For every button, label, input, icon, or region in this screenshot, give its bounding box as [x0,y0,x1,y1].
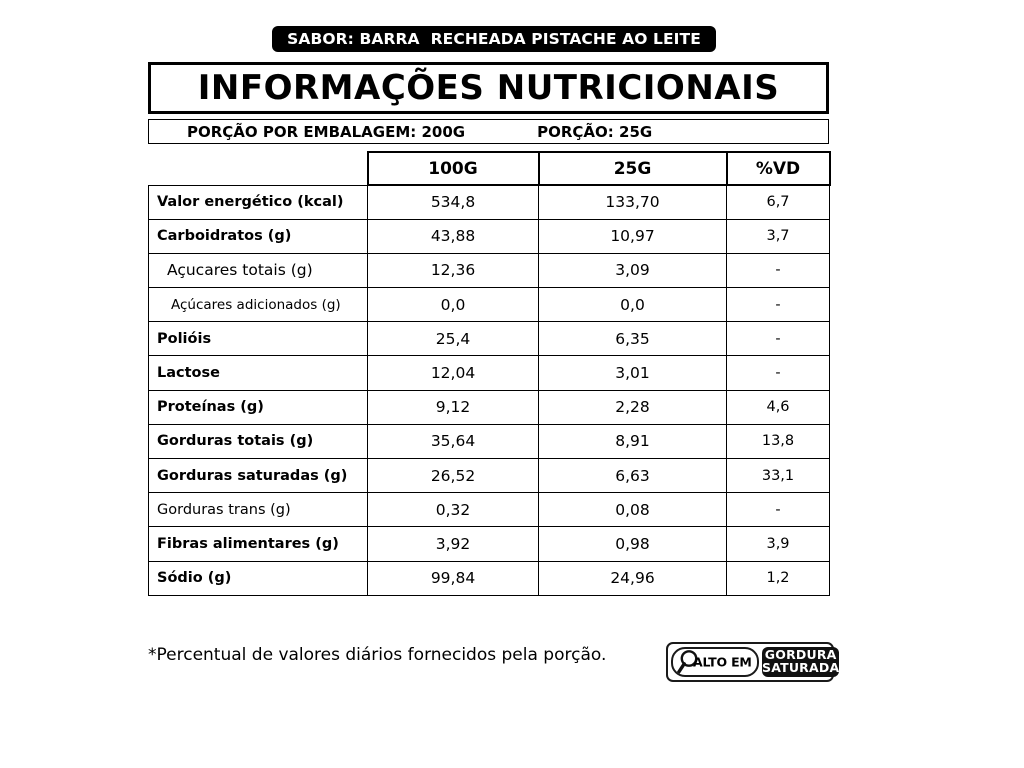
row-value-25g: 10,97 [538,218,727,254]
row-label: Gorduras totais (g) [148,423,368,460]
warning-seal-line1: GORDURA [764,647,837,663]
portion-serving: PORÇÃO: 25G [537,122,653,141]
nutrition-panel: INFORMAÇÕES NUTRICIONAIS PORÇÃO POR EMBA… [148,62,831,596]
row-value-100g: 25,4 [367,321,539,357]
row-value-vd: - [726,355,830,391]
row-value-vd: - [726,321,830,357]
row-value-100g: 0,0 [367,287,539,323]
row-label: Fibras alimentares (g) [148,526,368,562]
row-value-100g: 12,36 [367,252,539,289]
row-value-vd: - [726,492,830,528]
row-value-25g: 6,63 [538,457,727,494]
row-value-100g: 12,04 [367,355,539,391]
row-label: Açúcares adicionados (g) [148,287,368,323]
table-row: Lactose 12,04 3,01- [148,355,830,391]
warning-seal-prefix: ALTO EM [693,654,752,670]
table-row: Polióis 25,4 6,35- [148,321,830,357]
column-header-vd: %VD [725,151,831,186]
row-value-25g: 8,91 [538,423,727,460]
nutrition-table-body: Valor energético (kcal) 534,8 133,70 6,7 Car… [148,184,830,596]
table-row: Fibras alimentares (g) 3,92 0,98 3,9 [148,526,830,562]
row-value-100g: 0,32 [367,492,539,528]
row-value-25g: 0,98 [538,526,727,562]
row-value-25g: 0,08 [538,492,727,528]
warning-seal-prefix-box: ALTO EM [671,647,759,677]
table-row: Sódio (g) 99,84 24,96 1,2 [148,560,830,596]
row-value-25g: 24,96 [538,560,727,596]
flavor-banner: SABOR: BARRA RECHEADA PISTACHE AO LEITE [272,26,716,52]
footnote-text: *Percentual de valores diários fornecido… [148,645,607,665]
magnifier-icon [676,649,700,675]
row-value-100g: 26,52 [367,457,539,494]
row-value-vd: - [726,287,830,323]
row-value-25g: 3,01 [538,355,727,391]
row-value-vd: 3,9 [726,526,830,562]
table-row: Açucares totais (g) 12,36 3,09- [148,252,830,289]
row-value-vd: - [726,252,830,289]
table-row: Proteínas (g) 9,12 2,28 4,6 [148,389,830,425]
column-header-100g: 100G [366,151,540,186]
row-label: Carboidratos (g) [148,218,368,254]
column-header-blank [149,152,368,185]
row-label: Gorduras trans (g) [148,492,368,528]
row-label: Valor energético (kcal) [148,184,368,220]
row-value-100g: 35,64 [367,423,539,460]
row-value-25g: 3,09 [538,252,727,289]
row-value-vd: 4,6 [726,389,830,425]
row-value-100g: 534,8 [367,184,539,220]
table-header-row: 100G 25G %VD [149,151,831,186]
table-row: Carboidratos (g) 43,88 10,97 3,7 [148,218,830,254]
row-label: Proteínas (g) [148,389,368,425]
row-value-25g: 6,35 [538,321,727,357]
row-label: Açucares totais (g) [148,252,368,289]
row-value-vd: 13,8 [726,423,830,460]
row-value-100g: 3,92 [367,526,539,562]
portion-bar: PORÇÃO POR EMBALAGEM: 200G PORÇÃO: 25G [148,119,829,144]
row-value-vd: 3,7 [726,218,830,254]
page-title: INFORMAÇÕES NUTRICIONAIS [197,68,780,108]
table-row: Gorduras saturadas (g) 26,52 6,63 33,1 [148,457,830,494]
flavor-banner-label: SABOR: BARRA RECHEADA PISTACHE AO LEITE [287,30,701,48]
row-label: Polióis [148,321,368,357]
row-label: Sódio (g) [148,560,368,596]
row-label: Lactose [148,355,368,391]
table-row: Açúcares adicionados (g) 0,0 0,0- [148,287,830,323]
row-value-100g: 99,84 [367,560,539,596]
row-value-25g: 2,28 [538,389,727,425]
portion-per-package: PORÇÃO POR EMBALAGEM: 200G [187,122,466,141]
row-label: Gorduras saturadas (g) [148,457,368,494]
row-value-vd: 1,2 [726,560,830,596]
row-value-25g: 133,70 [538,184,727,220]
row-value-25g: 0,0 [538,287,727,323]
nutrition-table: 100G 25G %VD Valor energético (kcal) 534,… [148,151,831,596]
row-value-100g: 9,12 [367,389,539,425]
row-value-vd: 6,7 [726,184,830,220]
table-row: Gorduras totais (g) 35,64 8,91 13,8 [148,423,830,460]
warning-seal-line2: SATURADA [762,660,840,675]
footer: *Percentual de valores diários fornecido… [148,642,848,688]
table-row: Valor energético (kcal) 534,8 133,70 6,7 [148,184,830,220]
column-header-25g: 25G [537,151,728,186]
table-row: Gorduras trans (g) 0,32 0,08- [148,492,830,528]
row-value-100g: 43,88 [367,218,539,254]
nutrition-title-box: INFORMAÇÕES NUTRICIONAIS [148,62,829,114]
warning-seal: ALTO EM GORDURA SATURADA [666,642,840,682]
warning-seal-nutrient-box: GORDURA SATURADA [762,647,840,677]
row-value-vd: 33,1 [726,457,830,494]
